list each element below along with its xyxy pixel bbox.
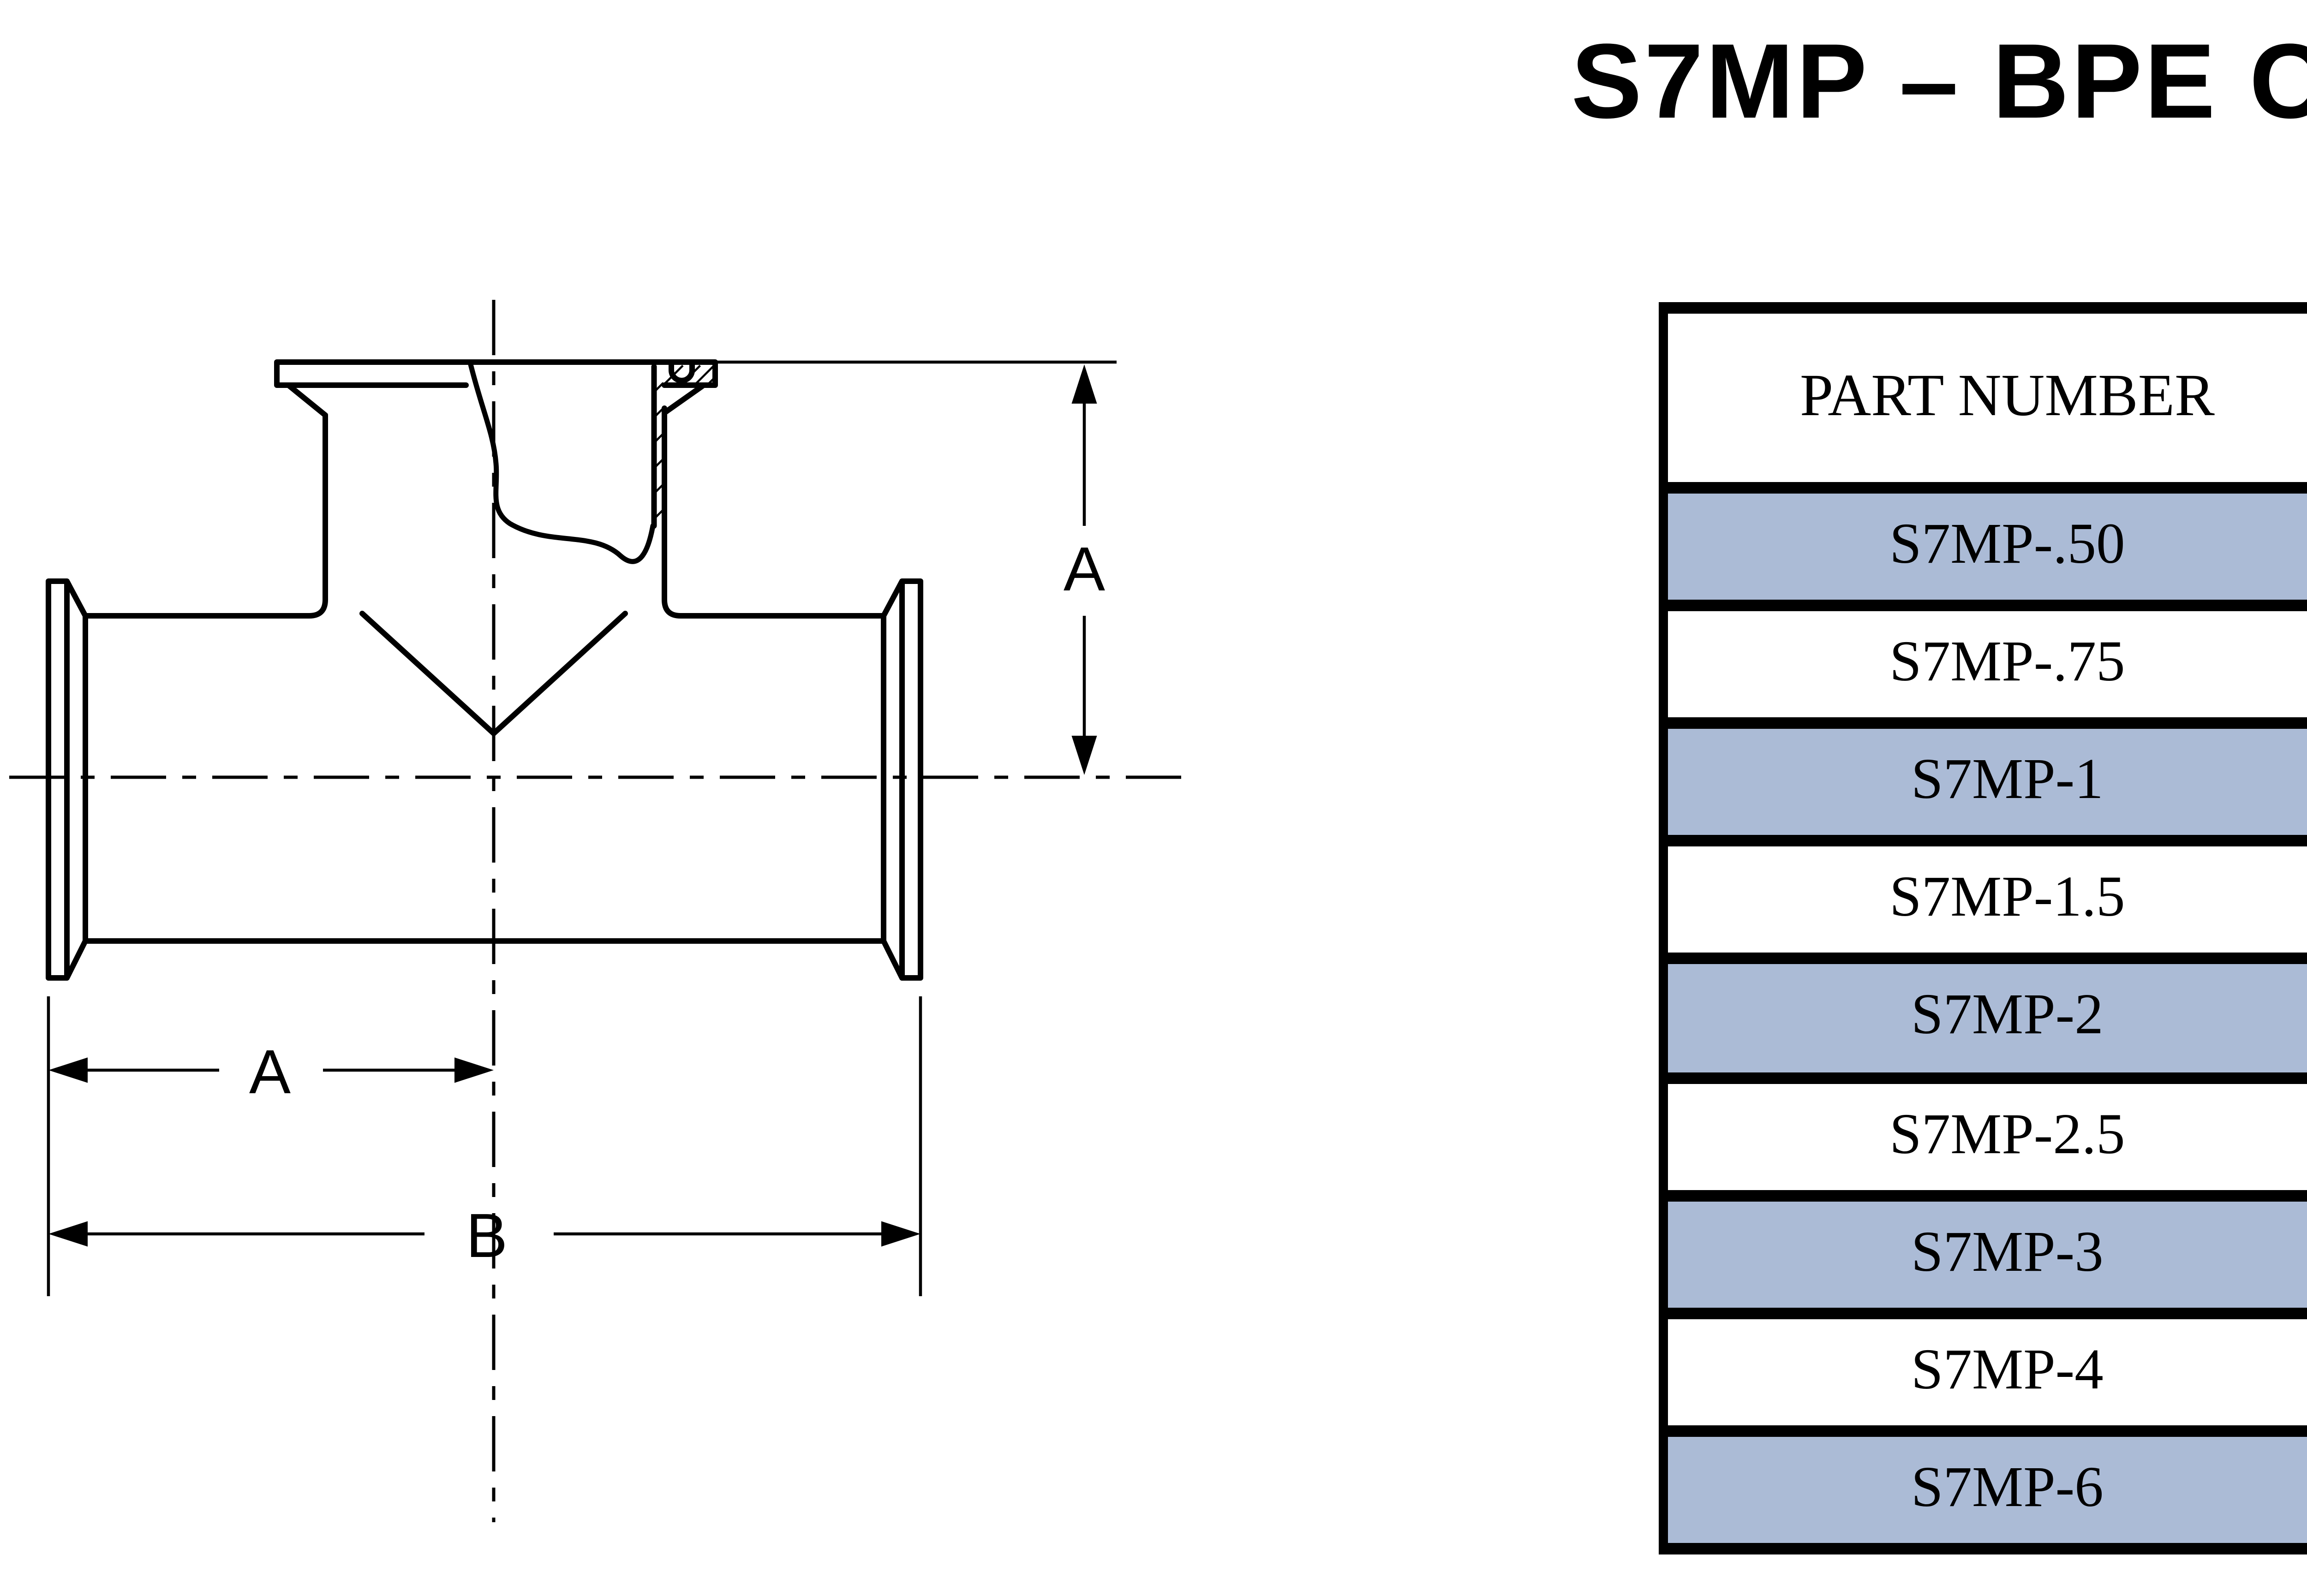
table-row: S7MP-1 1 2.625 5.250 <box>1658 718 2307 847</box>
pipe-body-top-outline <box>83 405 886 619</box>
dim-arrow-down <box>1071 736 1097 775</box>
part-number-cell: S7MP-6 <box>1658 1425 2307 1555</box>
dimension-a-vertical: A <box>715 360 1117 775</box>
section-hatching <box>653 364 716 520</box>
header-line: PART NUMBER <box>1799 363 2215 430</box>
table-row: S7MP-2 2 3.375 6.750 <box>1658 953 2307 1083</box>
tee-technical-drawing: A A B <box>9 300 1195 1522</box>
part-number-cell: S7MP-1.5 <box>1658 835 2307 965</box>
left-ferrule <box>46 578 88 981</box>
part-number-cell: S7MP-4 <box>1658 1307 2307 1437</box>
table-row: S7MP-2.5 2-1/2 3.625 7.250 <box>1658 1071 2307 1201</box>
header-row: PART NUMBER SIZE (inches) A (inches) B (… <box>1658 302 2307 494</box>
dim-arrow-left <box>48 1221 88 1247</box>
dim-a-vertical-label: A <box>1064 534 1105 604</box>
table-row: S7MP-4 4 4.750 9.500 <box>1658 1307 2307 1437</box>
part-number-cell: S7MP-.50 <box>1658 482 2307 612</box>
dim-arrow-up <box>1071 364 1097 404</box>
table-row: S7MP-.75 3/4 2.500 5.000 <box>1658 600 2307 730</box>
dim-a-horizontal-label: A <box>249 1037 291 1107</box>
right-ferrule <box>881 578 923 981</box>
right-ferrule-outline <box>881 578 923 981</box>
dim-arrow-right <box>454 1057 494 1083</box>
dimension-table-wrap: PART NUMBER SIZE (inches) A (inches) B (… <box>1658 302 2307 1555</box>
dim-arrow-left <box>48 1057 88 1083</box>
left-ferrule-outline <box>46 578 88 981</box>
weld-v-lines <box>359 611 628 738</box>
part-number-cell: S7MP-.75 <box>1658 600 2307 730</box>
header-part-number: PART NUMBER <box>1658 302 2307 494</box>
break-line <box>468 362 656 564</box>
dim-arrow-right <box>881 1221 920 1247</box>
page-title: S7MP – BPE CLAMP TEE <box>1571 21 2307 141</box>
centerlines <box>9 300 1195 1522</box>
branch-ferrule <box>274 359 718 564</box>
table-row: S7MP-.50 1/2 2.375 4.750 <box>1658 482 2307 612</box>
dimension-table: PART NUMBER SIZE (inches) A (inches) B (… <box>1658 302 2307 1555</box>
dimension-b-horizontal: B <box>48 996 922 1296</box>
part-number-cell: S7MP-3 <box>1658 1189 2307 1319</box>
part-number-cell: S7MP-2.5 <box>1658 1071 2307 1201</box>
table-row: S7MP-3 3 3.875 7.750 <box>1658 1189 2307 1319</box>
dimension-a-horizontal: A <box>47 996 494 1296</box>
dim-b-horizontal-label: B <box>466 1201 508 1270</box>
table-row: S7MP-1.5 1-1/2 2.875 5.750 <box>1658 835 2307 965</box>
pipe-body <box>83 405 886 944</box>
branch-flange-outline <box>274 359 718 418</box>
part-number-cell: S7MP-1 <box>1658 718 2307 847</box>
table-row: S7MP-6 6 7.125 14.250 <box>1658 1425 2307 1555</box>
part-number-cell: S7MP-2 <box>1658 953 2307 1083</box>
